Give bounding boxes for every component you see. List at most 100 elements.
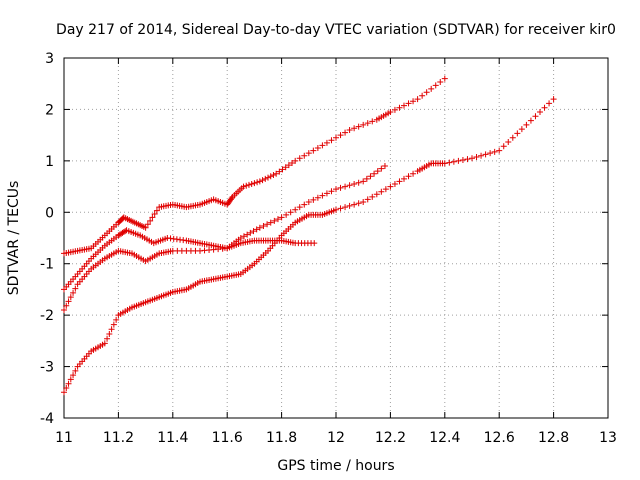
- x-tick-label: 11.8: [266, 430, 297, 446]
- data-point: [273, 170, 280, 177]
- data-point: [396, 178, 403, 185]
- data-point: [113, 316, 120, 323]
- data-point: [287, 209, 294, 216]
- data-point: [314, 194, 321, 201]
- x-tick-label: 11.4: [157, 430, 188, 446]
- data-point: [153, 207, 160, 214]
- data-point: [414, 96, 421, 103]
- data-point: [259, 177, 266, 184]
- data-point: [527, 117, 534, 124]
- data-point: [374, 168, 381, 175]
- data-point: [405, 100, 412, 107]
- data-point: [314, 145, 321, 151]
- data-point: [267, 219, 274, 226]
- data-point: [369, 118, 376, 125]
- data-point: [274, 216, 281, 223]
- data-point: [289, 160, 296, 166]
- data-point: [387, 183, 394, 190]
- data-point: [262, 175, 269, 182]
- data-point: [381, 163, 388, 169]
- data-point: [276, 168, 283, 175]
- data-point: [260, 223, 267, 229]
- data-point: [514, 130, 521, 137]
- data-point: [144, 221, 151, 228]
- data-point: [65, 298, 72, 305]
- data-point: [67, 294, 74, 301]
- data-point: [401, 175, 407, 182]
- data-point: [360, 121, 367, 128]
- data-point: [355, 123, 362, 130]
- data-point: [106, 331, 113, 337]
- data-point: [546, 100, 553, 107]
- data-point: [149, 214, 156, 221]
- data-point: [251, 180, 258, 187]
- data-point: [285, 162, 292, 169]
- data-point: [70, 372, 77, 379]
- y-tick-label: -2: [40, 308, 54, 324]
- data-point: [67, 376, 74, 383]
- data-point: [337, 132, 344, 139]
- data-point: [256, 224, 263, 231]
- data-point: [446, 159, 453, 166]
- data-point: [333, 206, 339, 213]
- data-point: [328, 137, 335, 144]
- data-point: [496, 147, 503, 154]
- data-point: [428, 85, 435, 92]
- axis-ticks: 11 11.2 11.4 11.6 11.8 12 12.2 12.4 12.6 12.8 13-4…: [40, 51, 617, 446]
- data-point: [311, 240, 318, 247]
- data-point: [441, 75, 448, 82]
- data-point: [464, 156, 471, 163]
- data-point: [509, 134, 516, 141]
- data-point: [264, 221, 271, 228]
- data-point: [250, 228, 257, 235]
- data-point: [256, 178, 263, 185]
- data-point: [292, 206, 299, 213]
- y-tick-label: 0: [45, 205, 54, 221]
- data-point: [382, 186, 389, 193]
- data-point: [342, 183, 349, 190]
- data-point: [63, 302, 70, 309]
- data-point: [270, 172, 277, 178]
- data-point: [147, 217, 154, 224]
- data-point: [518, 126, 525, 133]
- data-point: [373, 191, 380, 198]
- data-point: [237, 235, 244, 241]
- x-tick-label: 12: [327, 430, 345, 446]
- data-point: [61, 307, 67, 313]
- y-tick-label: -3: [40, 360, 54, 376]
- data-point: [328, 188, 335, 195]
- data-point: [305, 150, 312, 157]
- data-point: [391, 181, 398, 187]
- data-point: [432, 82, 439, 89]
- data-point: [228, 195, 235, 202]
- data-point: [240, 233, 247, 240]
- data-point: [265, 174, 271, 181]
- y-tick-label: 3: [45, 51, 54, 67]
- data-point: [63, 385, 70, 391]
- data-point: [248, 181, 255, 187]
- data-point: [240, 183, 247, 190]
- data-point: [244, 231, 251, 238]
- data-point: [296, 204, 303, 211]
- data-point: [101, 340, 108, 347]
- data-point: [142, 224, 149, 231]
- data-point: [337, 184, 344, 191]
- data-point: [253, 226, 260, 233]
- data-point: [371, 170, 378, 177]
- data-point: [305, 199, 312, 205]
- data-point: [378, 188, 385, 195]
- data-point: [410, 170, 417, 177]
- data-point: [351, 125, 358, 132]
- data-point: [459, 157, 466, 163]
- data-point: [532, 113, 539, 120]
- data-point: [271, 217, 278, 224]
- data-point: [70, 289, 77, 296]
- data-point: [396, 104, 403, 111]
- x-tick-label: 12.6: [484, 430, 515, 446]
- data-point: [323, 139, 330, 146]
- data-point: [310, 196, 317, 203]
- data-point: [65, 380, 72, 387]
- data-point: [245, 181, 252, 188]
- series-track-b: [61, 163, 388, 293]
